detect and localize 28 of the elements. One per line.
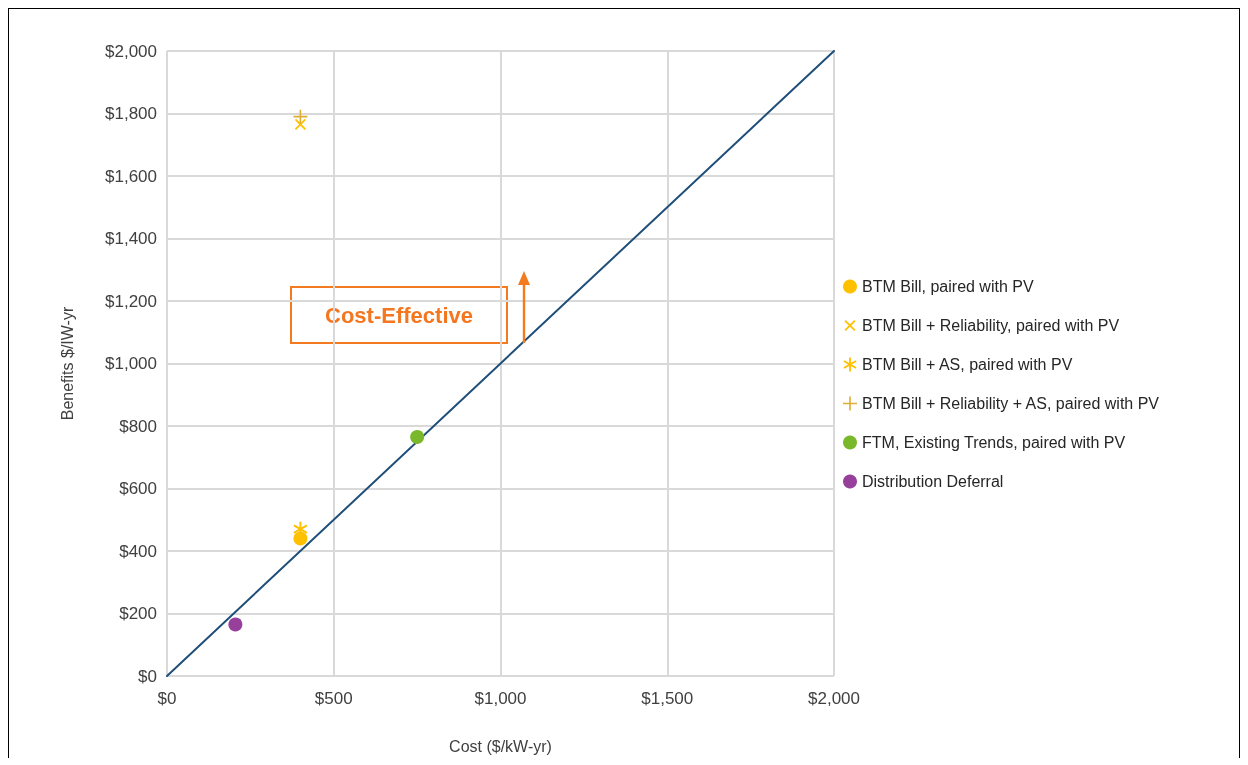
y-axis-title: Benefits $/IW-yr: [58, 306, 76, 421]
point: [410, 429, 425, 444]
y-tick-label: $2,000: [105, 41, 157, 61]
y-tick-label: $0: [138, 666, 157, 686]
y-tick-label: $1,600: [105, 166, 157, 186]
y-tick-label: $1,000: [105, 354, 157, 373]
x-tick-label: $1,000: [474, 689, 527, 708]
point: [228, 617, 243, 632]
legend-label: FTM, Existing Trends, paired with PV: [862, 434, 1126, 451]
x-tick-label: $0: [157, 689, 177, 708]
y-tick-label: $600: [119, 479, 157, 498]
y-tick-label: $200: [119, 604, 157, 623]
legend-label: BTM Bill + Reliability + AS, paired with PV: [862, 395, 1160, 412]
y-tick-label: $400: [119, 541, 157, 561]
legend-label: BTM Bill, paired with PV: [862, 278, 1034, 295]
x-tick-label: $1,500: [641, 689, 694, 708]
y-tick-label: $1,400: [105, 229, 157, 248]
x-tick-label: $2,000: [808, 689, 860, 708]
legend-label: BTM Bill + AS, paired with PV: [862, 356, 1073, 373]
legend-label: BTM Bill + Reliability, paired with PV: [862, 317, 1120, 334]
annotation: Cost-Effective: [325, 302, 473, 328]
x-axis-title: Cost ($/kW-yr): [449, 737, 552, 755]
y-tick-label: $1,800: [105, 104, 157, 123]
legend-label: Distribution Deferral: [862, 473, 1004, 490]
x-tick-label: $500: [314, 689, 353, 708]
y-tick-label: $800: [119, 416, 157, 436]
y-tick-label: $1,200: [105, 291, 157, 311]
point: [293, 117, 308, 132]
